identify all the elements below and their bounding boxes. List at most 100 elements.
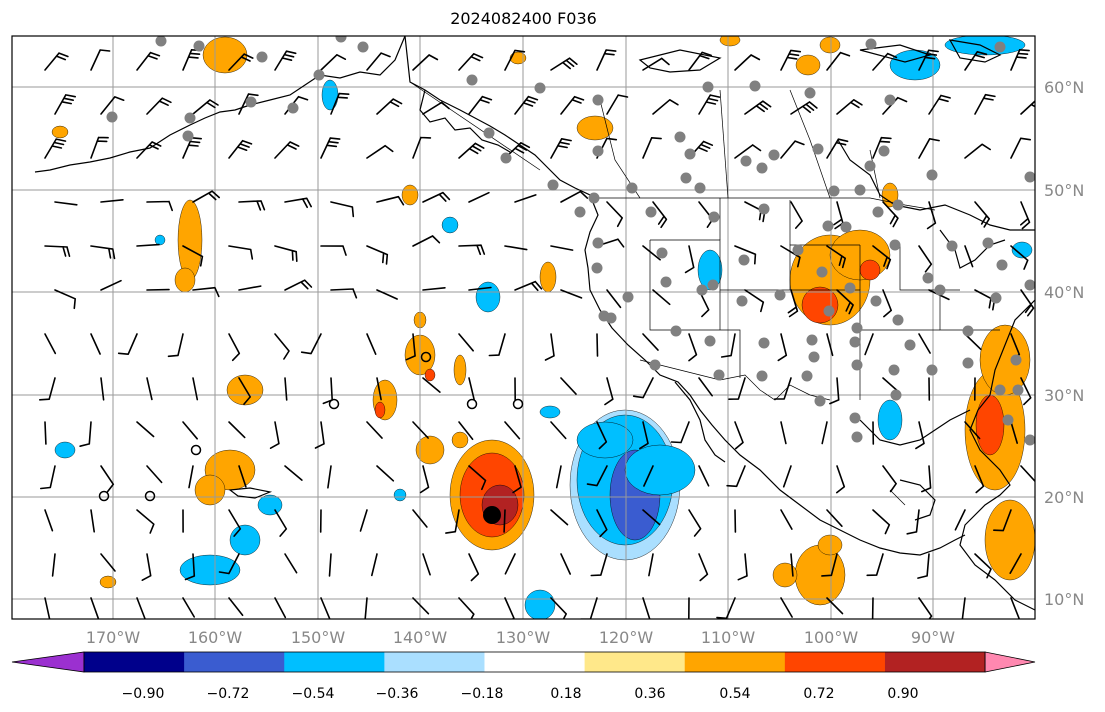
wind-barb xyxy=(54,201,78,206)
colorbar-segment xyxy=(184,652,285,672)
station-dot xyxy=(756,162,768,174)
station-dot xyxy=(962,357,974,369)
wind-barb xyxy=(44,333,57,355)
anomaly-blob xyxy=(453,354,467,386)
wind-barb xyxy=(330,92,350,115)
wind-barb xyxy=(964,421,981,440)
wind-barb xyxy=(596,509,608,538)
station-dot xyxy=(922,272,934,284)
anomaly-blob xyxy=(576,115,614,141)
wind-barb xyxy=(716,597,736,619)
station-dot xyxy=(774,289,786,301)
anomaly-blob xyxy=(944,36,1026,56)
station-dot xyxy=(934,284,946,296)
station-dot xyxy=(534,82,546,94)
station-dot xyxy=(656,247,668,259)
wind-barb xyxy=(915,421,925,450)
station-dot xyxy=(313,69,325,81)
station-dot xyxy=(864,160,876,172)
wind-barb xyxy=(44,245,71,257)
station-dot xyxy=(878,145,890,157)
wind-barb xyxy=(238,285,262,291)
wind-barb xyxy=(284,279,313,291)
anomaly-blob xyxy=(979,324,1031,396)
wind-barb xyxy=(993,509,1012,532)
wind-barb xyxy=(504,49,526,71)
wind-barb xyxy=(422,377,441,393)
station-dot xyxy=(547,179,559,191)
lon-label: 130°W xyxy=(496,628,551,647)
colorbar-segment xyxy=(84,652,185,672)
lat-label: 40°N xyxy=(1044,283,1084,302)
wind-barb xyxy=(780,245,801,268)
wind-barb xyxy=(555,465,562,489)
wind-barb xyxy=(1020,201,1031,230)
station-dot xyxy=(588,192,600,204)
wind-barb xyxy=(1020,289,1035,317)
station-dot xyxy=(926,364,938,376)
anomaly-blob xyxy=(51,125,69,139)
wind-barb xyxy=(422,553,431,576)
station-dot xyxy=(1012,384,1024,396)
wind-barb xyxy=(192,190,220,203)
wind-barb xyxy=(774,377,792,400)
coastlines xyxy=(34,36,1035,611)
station-dot xyxy=(335,36,347,43)
wind-barb xyxy=(376,289,398,300)
wind-barb xyxy=(1020,100,1035,115)
wind-barb xyxy=(320,597,331,619)
wind-barb xyxy=(780,49,802,71)
wind-barb xyxy=(670,421,690,444)
wind-barb xyxy=(90,245,116,260)
station-dot xyxy=(592,145,604,157)
wind-barb xyxy=(550,421,567,440)
station-dot xyxy=(870,295,882,307)
wind-barb xyxy=(228,333,241,362)
wind-barb xyxy=(100,465,115,493)
station-dot xyxy=(483,127,495,139)
wind-barb xyxy=(100,553,116,572)
station-dot xyxy=(889,239,901,251)
station-dot xyxy=(758,337,770,349)
wind-barb xyxy=(320,245,347,256)
wind-barb xyxy=(726,465,746,488)
wind-barb xyxy=(550,597,567,619)
station-dot xyxy=(713,369,725,381)
wind-barb xyxy=(274,597,287,619)
wind-barb xyxy=(167,333,184,358)
wind-barb xyxy=(100,377,105,401)
wind-barb xyxy=(514,280,543,292)
lon-label: 140°W xyxy=(393,628,448,647)
wind-barb xyxy=(698,465,710,487)
wind-barb xyxy=(44,421,47,445)
wind-barb xyxy=(642,57,670,71)
station-markers xyxy=(106,36,1035,446)
latitude-labels: 60°N 50°N 40°N 30°N 20°N 10°N xyxy=(1044,78,1084,609)
wind-barb xyxy=(872,52,898,71)
colorbar-tick-label: 0.54 xyxy=(719,686,750,702)
wind-barb xyxy=(826,138,849,159)
wind-barb xyxy=(734,421,744,450)
wind-barb xyxy=(274,333,290,360)
colorbar-tick-label: −0.72 xyxy=(207,686,250,702)
wind-barb xyxy=(596,49,617,71)
wind-barb xyxy=(412,54,439,71)
wind-barb xyxy=(954,509,966,531)
wind-barb xyxy=(284,465,303,481)
wind-barb xyxy=(514,194,537,203)
station-dot xyxy=(645,206,657,218)
wind-barb xyxy=(504,597,515,619)
wind-barb xyxy=(228,421,246,439)
wind-barb xyxy=(238,93,259,115)
wind-barb xyxy=(468,553,480,582)
wind-barb xyxy=(836,465,846,494)
colorbar-segment xyxy=(284,652,385,672)
wind-barb xyxy=(514,95,539,115)
anomaly-blob xyxy=(374,401,386,419)
station-dot xyxy=(740,155,752,167)
wind-barb xyxy=(376,195,405,206)
calm-circle xyxy=(466,398,478,410)
wind-barb xyxy=(300,333,322,355)
station-dot xyxy=(574,206,586,218)
